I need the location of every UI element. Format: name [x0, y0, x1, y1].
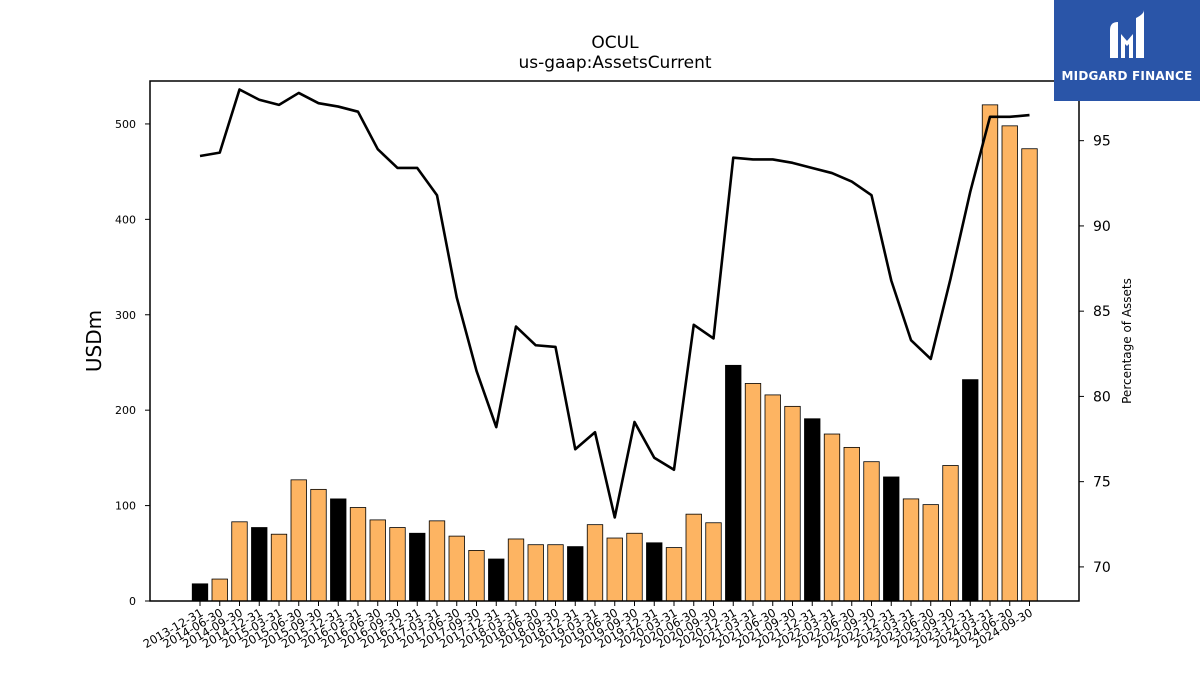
bar	[685, 513, 702, 602]
bar	[646, 542, 663, 602]
bar	[428, 520, 446, 602]
logo-wordmark: MIDGARD FINANCE	[1061, 69, 1193, 83]
y-tick-label: 100	[115, 500, 136, 513]
right-y-tick-label: 70	[1093, 560, 1111, 576]
right-y-tick-label: 80	[1093, 389, 1111, 405]
bar	[270, 533, 288, 602]
bar	[448, 535, 465, 602]
y-tick-label: 300	[115, 309, 136, 322]
y-axis-label: USDm	[82, 310, 106, 372]
bar	[665, 547, 683, 602]
bar	[389, 527, 406, 602]
bar	[1021, 148, 1038, 602]
bar	[962, 379, 979, 602]
bar	[586, 524, 604, 602]
right-y-axis-label: Percentage of Assets	[1120, 278, 1134, 404]
y-tick-label: 200	[115, 404, 136, 417]
y-tick-label: 400	[115, 213, 136, 226]
bar	[231, 521, 248, 602]
plot-frame	[149, 80, 1080, 602]
chart-subtitle: us-gaap:AssetsCurrent	[518, 53, 711, 73]
bar	[191, 583, 209, 602]
bar	[902, 498, 920, 602]
bar	[725, 364, 742, 602]
bar	[369, 519, 386, 602]
bar	[567, 546, 584, 602]
chart-title: OCUL	[591, 33, 639, 53]
bar	[547, 544, 564, 602]
bar-group	[191, 104, 1038, 602]
bar	[823, 433, 841, 602]
bar	[468, 550, 485, 602]
bar	[784, 405, 801, 602]
bar	[843, 446, 860, 602]
right-y-tick-label: 95	[1093, 134, 1111, 150]
left-y-axis: 0 100 200 300 400 500	[115, 118, 150, 608]
y-tick-label: 0	[129, 595, 136, 608]
bar	[409, 532, 426, 602]
bar	[349, 507, 367, 602]
bar	[310, 488, 327, 602]
bar	[330, 498, 347, 602]
bar	[507, 538, 525, 602]
bar	[863, 461, 880, 602]
bar	[527, 544, 544, 602]
bar	[1001, 125, 1018, 602]
bar	[290, 479, 307, 602]
right-y-tick-label: 75	[1093, 475, 1111, 491]
right-y-axis: 70 75 80 85 90 95	[1079, 134, 1111, 576]
midgard-logo-icon	[1110, 10, 1144, 58]
bar	[626, 532, 643, 602]
midgard-finance-logo: MIDGARD FINANCE	[1054, 0, 1200, 101]
bar	[942, 465, 959, 602]
bar	[606, 537, 623, 602]
bar	[251, 527, 268, 602]
bar	[705, 522, 722, 602]
y-tick-label: 500	[115, 118, 136, 131]
bar	[764, 394, 781, 602]
bar	[744, 383, 762, 602]
right-y-tick-label: 85	[1093, 304, 1111, 320]
x-axis: 2013-12-312014-06-302014-09-302014-12-31…	[141, 601, 1035, 651]
bar	[883, 476, 900, 602]
bar	[211, 578, 228, 602]
bar	[981, 104, 999, 602]
bar	[488, 558, 505, 602]
bar	[922, 504, 939, 602]
bar	[804, 418, 821, 602]
percentage-line	[199, 88, 1030, 519]
right-y-tick-label: 90	[1093, 219, 1111, 235]
